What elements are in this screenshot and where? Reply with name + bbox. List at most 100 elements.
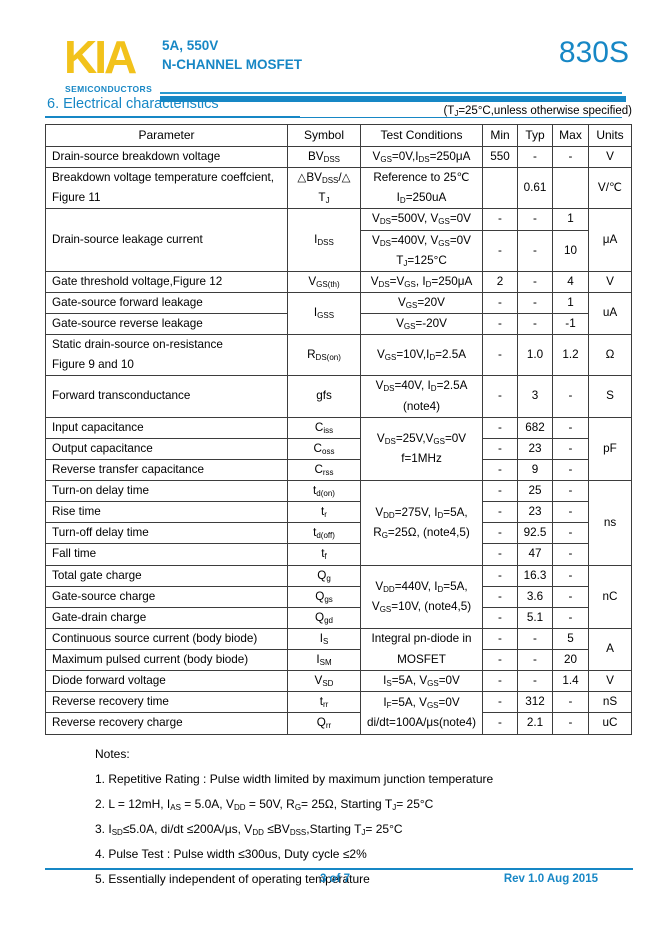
table-row: Drain-source breakdown voltage BVDSS VGS=0… xyxy=(45,145,632,169)
table-cell: Drain-source breakdown voltage xyxy=(45,145,288,169)
table-cell: Diode forward voltage xyxy=(45,670,288,693)
note-line: 4. Pulse Test : Pulse width ≤300us, Duty… xyxy=(95,847,367,861)
table-cell: - xyxy=(517,229,553,272)
section-title: 6. Electrical characteristics xyxy=(47,96,219,112)
table-cell: - xyxy=(517,145,553,169)
table-cell: - xyxy=(482,564,518,587)
table-cell: - xyxy=(482,312,518,336)
table-cell: - xyxy=(552,145,589,169)
table-cell: - xyxy=(552,437,589,460)
table-cell: IF=5A, VGS=0V di/dt=100A/μs(note4) xyxy=(360,691,483,735)
table-cell: IS=5A, VGS=0V xyxy=(360,670,483,693)
table-cell: Reference to 25℃ ID=250uA xyxy=(360,167,483,210)
table-body: Drain-source breakdown voltage BVDSS VGS=0… xyxy=(45,145,632,735)
table-cell: - xyxy=(482,691,518,714)
table-cell: VDD=275V, ID=5A, RG=25Ω, (note4,5) xyxy=(360,480,483,566)
table-cell: - xyxy=(517,270,553,293)
table-cell: 2.1 xyxy=(517,712,553,735)
table-cell: Gate-drain charge xyxy=(45,606,288,629)
table-cell: Coss xyxy=(287,437,361,460)
table-cell: VSD xyxy=(287,670,361,693)
table-row: Input capacitance Ciss VDS=25V,VGS=0V f=1MH… xyxy=(45,416,632,482)
table-cell: 550 xyxy=(482,145,518,169)
table-cell: - xyxy=(482,648,518,672)
table-cell: 1.0 xyxy=(517,334,553,377)
note-line: 1. Repetitive Rating : Pulse width limit… xyxy=(95,772,494,786)
column-header: Max xyxy=(552,124,589,147)
table-cell: - xyxy=(482,585,518,608)
section-title-underline xyxy=(45,116,622,118)
table-cell: S xyxy=(588,375,632,418)
table-row: Gate-source forward leakage IGSS VGS=20V - -… xyxy=(45,291,632,336)
table-cell: - xyxy=(482,416,518,439)
table-cell: Qg xyxy=(287,564,361,587)
table-cell: - xyxy=(482,229,518,272)
table-cell: - xyxy=(482,375,518,418)
brand-logo: KIA xyxy=(64,31,137,83)
table-cell: Turn-off delay time xyxy=(45,522,288,545)
table-cell: Turn-on delay time xyxy=(45,479,288,503)
table-row: Gate-drain charge Qgd -5.1- xyxy=(45,606,632,629)
table-cell: VDS=400V, VGS=0V TJ=125°C xyxy=(360,229,483,272)
table-cell: Integral pn-diode in MOSFET xyxy=(360,627,483,672)
table-cell: VDS=500V, VGS=0V xyxy=(360,208,483,231)
table-cell: Gate threshold voltage,Figure 12 xyxy=(45,270,288,293)
table-row: Output capacitance Coss -23- xyxy=(45,437,632,460)
table-cell: -1 xyxy=(552,312,589,336)
table-cell: - xyxy=(482,458,518,482)
table-row: Continuous source current (body biode) IS… xyxy=(45,627,632,672)
table-cell: - xyxy=(517,312,553,336)
table-cell: - xyxy=(552,712,589,735)
table-cell: VGS=10V,ID=2.5A xyxy=(360,334,483,377)
table-cell: 1.4 xyxy=(552,670,589,693)
table-cell: 92.5 xyxy=(517,522,553,545)
table-cell: VGS=20V xyxy=(360,291,483,315)
table-cell: - xyxy=(482,670,518,693)
table-cell: Maximum pulsed current (body biode) xyxy=(45,648,288,672)
table-header-row: Parameter Symbol Test Conditions Min Typ Max U… xyxy=(45,124,632,147)
column-header: Symbol xyxy=(287,124,361,147)
table-cell: - xyxy=(552,564,589,587)
notes-title: Notes: xyxy=(95,747,130,761)
table-cell: Total gate charge xyxy=(45,564,288,587)
table-row: Fall time tf -47- xyxy=(45,543,632,566)
table-cell: 23 xyxy=(517,437,553,460)
table-cell: - xyxy=(552,543,589,566)
table-cell: VGS(th) xyxy=(287,270,361,293)
device-rating: 5A, 550V xyxy=(162,38,219,53)
table-cell: tr xyxy=(287,501,361,524)
table-cell: - xyxy=(482,291,518,315)
table-cell: td(off) xyxy=(287,522,361,545)
table-row: Static drain-source on-resistance Figure … xyxy=(45,334,632,377)
table-cell: td(on) xyxy=(287,479,361,503)
table-cell: 16.3 xyxy=(517,564,553,587)
table-cell: 4 xyxy=(552,270,589,293)
table-cell: - xyxy=(482,712,518,735)
table-cell: - xyxy=(482,501,518,524)
table-cell: - xyxy=(482,606,518,629)
table-cell: RDS(on) xyxy=(287,334,361,377)
table-cell: 10 xyxy=(552,229,589,272)
table-cell: - xyxy=(517,627,553,651)
table-row: VDS=400V, VGS=0V TJ=125°C - -10 xyxy=(46,229,632,272)
table-row: Reverse recovery time trr IF=5A, VGS=0V di/… xyxy=(45,691,632,735)
table-cell: Rise time xyxy=(45,501,288,524)
table-row: Gate-source charge Qgs -3.6- xyxy=(45,585,632,608)
table-cell: - xyxy=(482,522,518,545)
table-row: Rise time tr -23- xyxy=(45,501,632,524)
table-cell: Qgs xyxy=(287,585,361,608)
table-cell: - xyxy=(552,479,589,503)
table-cell: Ciss xyxy=(287,416,361,439)
note-line: 3. ISD≤5.0A, di/dt ≤200A/μs, VDD ≤BVDSS,… xyxy=(95,822,403,837)
table-cell: Breakdown voltage temperature coeffcient… xyxy=(45,167,288,210)
table-row: Turn-off delay time td(off) -92.5- xyxy=(45,522,632,545)
table-cell: 2 xyxy=(482,270,518,293)
table-cell: ISM xyxy=(287,648,361,672)
table-cell: IGSS xyxy=(287,291,361,336)
table-cell: VDS=40V, ID=2.5A (note4) xyxy=(360,375,483,418)
table-cell: Crss xyxy=(287,458,361,482)
table-cell: trr xyxy=(287,691,361,714)
table-cell: - xyxy=(482,479,518,503)
test-condition-note: (TJ=25°C,unless otherwise specified) xyxy=(300,105,632,118)
table-cell: - xyxy=(552,416,589,439)
